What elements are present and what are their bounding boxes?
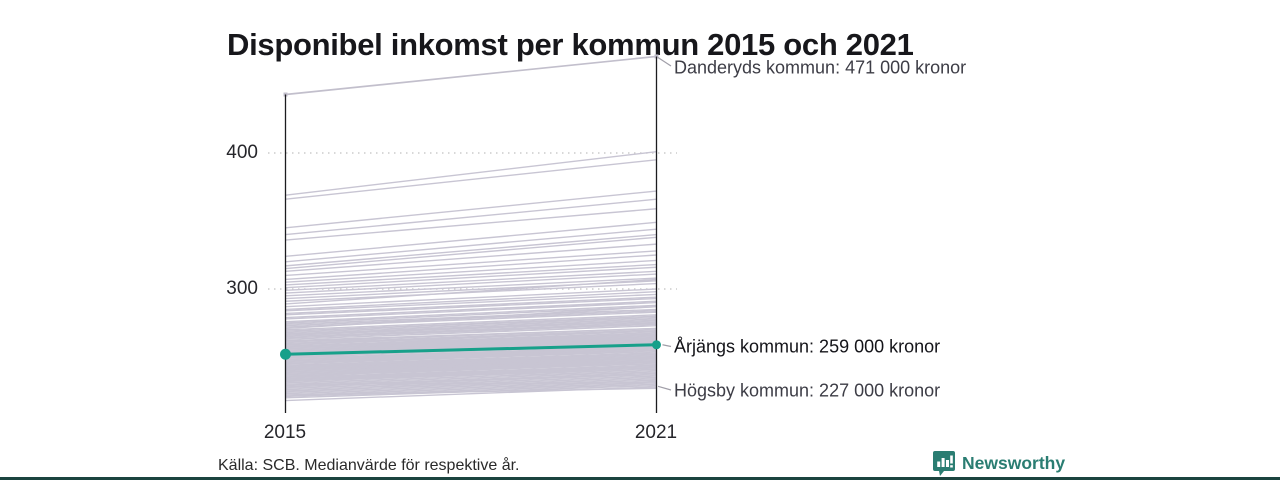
x-axis-tick-2015: 2015 [263,422,307,443]
logo-bar-short [937,461,941,467]
branding-wordmark: Newsworthy [962,453,1066,473]
y-axis-tick-400: 400 [226,142,258,163]
logo-bar-medium [946,460,949,467]
logo-bar-tall [941,458,945,467]
annotation-hogsby-kommun: Högsby kommun: 227 000 kronor [674,380,941,401]
newsworthy-logo-icon [933,451,955,476]
annotation-arjangs-kommun-highlight: Årjängs kommun: 259 000 kronor [674,336,941,357]
branding-newsworthy: Newsworthy [933,451,1065,476]
x-axis-tick-2021: 2021 [634,422,678,443]
source-note: Källa: SCB. Medianvärde för respektive å… [218,457,520,474]
y-axis-tick-300: 300 [226,278,258,299]
bottom-accent-border [0,477,1280,480]
annotation-danderyds-kommun: Danderyds kommun: 471 000 kronor [674,57,967,78]
logo-exclamation-bar [950,455,953,464]
logo-exclamation-dot [950,465,953,468]
chart-title: Disponibel inkomst per kommun 2015 och 2… [227,26,914,62]
